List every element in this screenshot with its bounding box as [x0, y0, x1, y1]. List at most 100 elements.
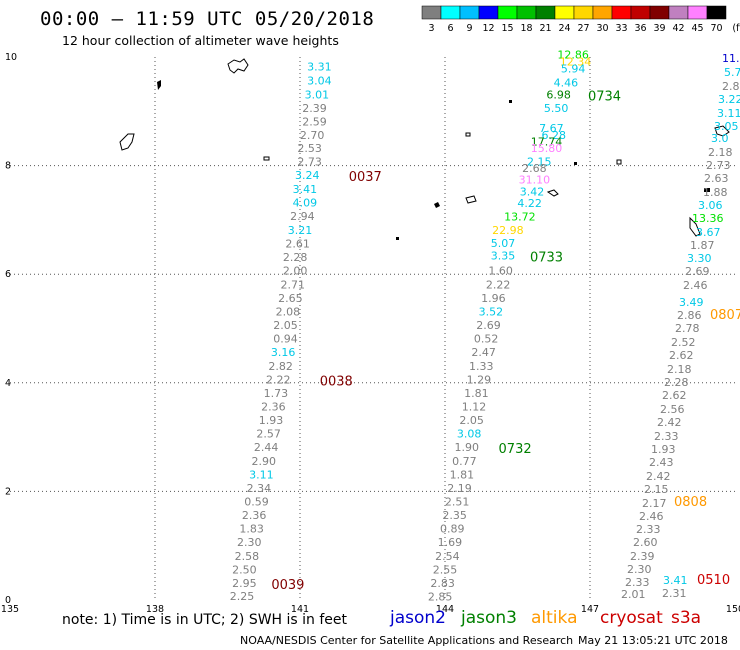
data-label: 1.87	[690, 239, 715, 252]
color-scale-label: 15	[501, 23, 513, 34]
wave-height-point: 2.08	[276, 305, 301, 318]
data-label: 2.8	[722, 80, 740, 93]
y-tick-label: 6	[5, 269, 11, 280]
color-scale-label: 30	[596, 23, 608, 34]
data-label: 2.28	[664, 376, 689, 389]
island-outline	[263, 156, 270, 161]
satellite-legend-item: jason2	[390, 608, 446, 628]
data-label: 0807	[710, 308, 740, 323]
plot-axes: 135 138 141 144 147 150 0 2 4 6 8 10	[1, 52, 740, 615]
color-swatch	[630, 5, 651, 20]
color-scale-label: 36	[634, 23, 646, 34]
data-label: 2.46	[683, 279, 708, 292]
wave-height-point: 2.51	[445, 496, 470, 509]
wave-height-point: 2.65	[278, 292, 303, 305]
wave-height-point: 2.47	[471, 346, 496, 359]
wave-height-point: 2.61	[285, 238, 310, 251]
wave-height-point: 0.77	[452, 455, 477, 468]
x-tick-label: 144	[436, 604, 454, 615]
wave-height-point: 1.60	[488, 265, 513, 278]
data-label: 3.41	[663, 574, 688, 587]
wave-height-point: 5.94	[561, 63, 586, 76]
wave-height-point: 1.73	[264, 387, 289, 400]
data-label: 2.33	[625, 576, 650, 589]
wave-height-point: 31.10	[519, 174, 551, 187]
data-label: 3.11	[717, 107, 740, 120]
wave-height-point: 17.74	[531, 136, 563, 149]
wave-height-point: 2.15	[527, 156, 552, 169]
data-label: 3.06	[698, 199, 723, 212]
wave-height-point: 2.44	[254, 441, 279, 454]
color-swatch	[535, 5, 556, 20]
wave-height-point: 2.05	[459, 414, 484, 427]
data-label: 1.93	[651, 443, 676, 456]
wave-height-point: 1.81	[450, 468, 475, 481]
wave-height-point: 2.19	[447, 482, 472, 495]
wave-height-point: 2.95	[232, 577, 257, 590]
wave-height-point: 12.86	[557, 49, 589, 62]
footnote: note: 1) Time is in UTC; 2) SWH is in fe…	[62, 612, 348, 628]
track-time-label: 0037	[349, 170, 382, 185]
island-outline	[465, 132, 471, 137]
wave-height-point: 3.35	[491, 250, 516, 263]
data-label: 2.60	[633, 536, 658, 549]
color-scale-label: 3	[428, 23, 434, 34]
wave-height-point: 15.80	[531, 142, 563, 155]
island-outline	[616, 159, 622, 165]
wave-height-point: 3.21	[288, 224, 313, 237]
data-label: 2.42	[657, 416, 682, 429]
wave-height-point: 7.67	[539, 122, 564, 135]
wave-height-point: 2.22	[486, 278, 511, 291]
island-outline	[714, 125, 730, 137]
color-scale-label: (ft)	[732, 23, 740, 34]
data-label: 2.30	[627, 563, 652, 576]
wave-height-point: 4.22	[517, 197, 542, 210]
color-swatch	[478, 5, 499, 20]
color-swatch	[516, 5, 537, 20]
color-swatch	[611, 5, 632, 20]
data-label: 2.63	[704, 172, 729, 185]
credit-line: NOAA/NESDIS Center for Satellite Applica…	[240, 634, 574, 647]
island-outline	[227, 58, 249, 74]
color-swatch	[687, 5, 708, 20]
track-time-label: 0733	[530, 251, 563, 266]
wave-height-point: 0.59	[244, 496, 269, 509]
color-swatch	[573, 5, 594, 20]
data-label: 2.43	[649, 456, 674, 469]
wave-height-point: 22.98	[492, 224, 524, 237]
wave-height-point: 3.01	[305, 88, 330, 101]
wave-height-point: 3.41	[293, 183, 318, 196]
island-outline	[119, 133, 135, 151]
data-label: 3.49	[679, 296, 704, 309]
wave-height-point: 2.54	[435, 550, 460, 563]
data-label: 3.30	[687, 252, 712, 265]
data-label: 2.33	[654, 430, 679, 443]
wave-height-point: 2.85	[428, 591, 453, 604]
wave-height-point: 2.71	[281, 278, 306, 291]
data-label: 2.62	[662, 389, 687, 402]
wave-height-point: 3.31	[307, 61, 332, 74]
color-scale-label: 27	[577, 23, 589, 34]
color-swatch	[668, 5, 689, 20]
data-label: 2.78	[675, 322, 700, 335]
track-time-label: 0734	[588, 89, 621, 104]
color-scale-label: 33	[615, 23, 627, 34]
island-outline	[574, 162, 577, 165]
wave-height-point: 2.90	[252, 455, 277, 468]
track-time-labels: 0037 0038 0039 0734 0733 0732	[271, 89, 621, 593]
wave-height-point: 2.57	[256, 428, 281, 441]
wave-height-point: 2.00	[283, 265, 308, 278]
data-label: 2.52	[671, 336, 696, 349]
y-tick-label: 4	[5, 378, 11, 389]
color-scale-label: 21	[539, 23, 551, 34]
wave-height-point: 2.68	[522, 162, 547, 175]
data-label: 2.31	[662, 587, 687, 600]
color-swatch	[592, 5, 613, 20]
color-scale-label: 24	[558, 23, 570, 34]
wave-height-point: 2.36	[242, 509, 267, 522]
wave-height-point: 13.72	[504, 210, 536, 223]
island-outline	[434, 202, 440, 208]
y-tick-label: 0	[5, 595, 11, 606]
color-scale-label: 6	[447, 23, 453, 34]
